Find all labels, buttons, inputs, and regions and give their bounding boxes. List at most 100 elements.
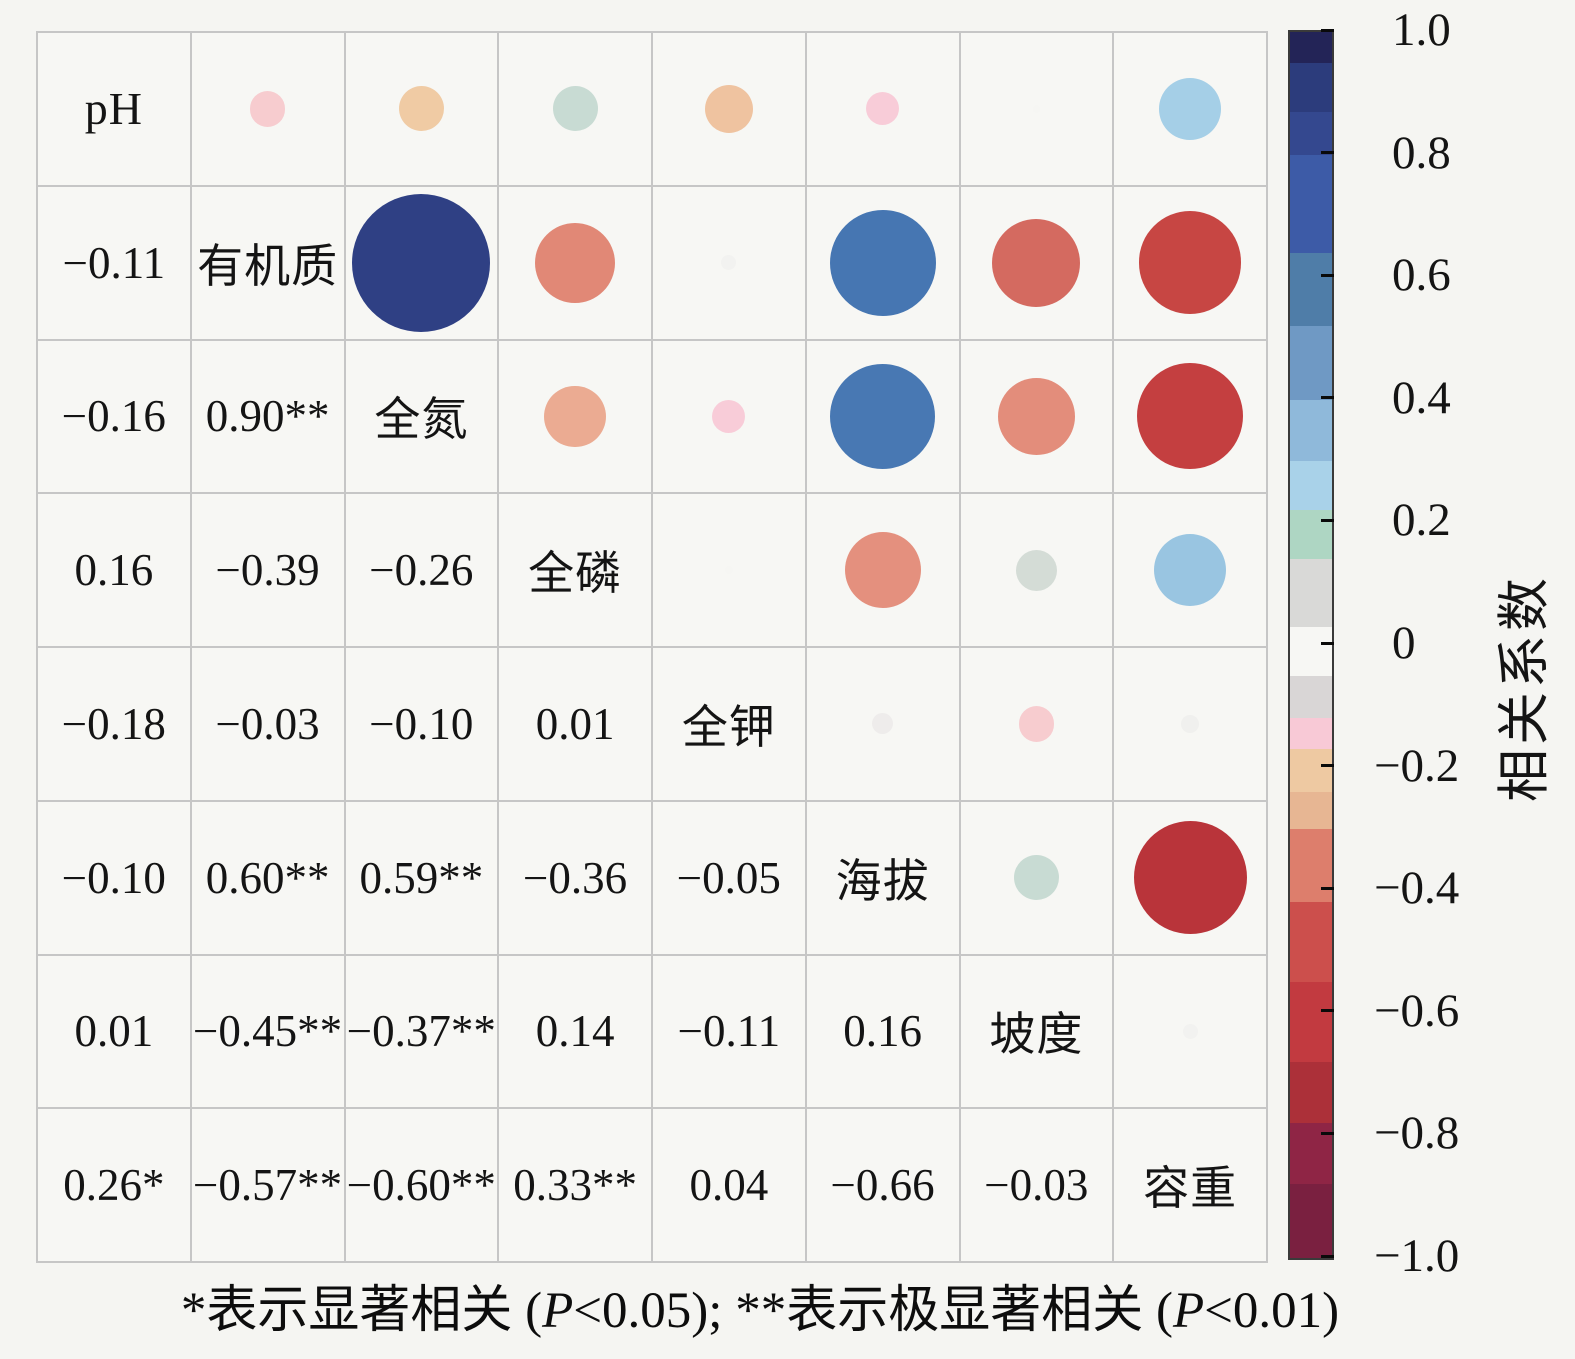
matrix-cell-value: −0.39 [191,494,344,646]
correlation-circle [1154,534,1227,607]
colorbar-band [1290,718,1332,750]
matrix-cell-value: 0.14 [499,955,651,1108]
correlation-circle [352,193,491,332]
correlation-value: 0.16 [843,1006,922,1057]
variable-label: 全磷 [528,548,623,600]
correlation-value: 0.90** [205,391,330,442]
colorbar-tick [1321,151,1334,155]
correlation-value: −0.57** [193,1160,343,1211]
colorbar-tick [1321,518,1334,522]
colorbar-tick [1321,886,1334,890]
variable-label: 有机质 [197,240,339,292]
correlation-value: −0.66 [830,1160,935,1211]
correlation-circle [1013,855,1059,901]
correlation-value: 0.26* [63,1160,165,1211]
correlation-circle [1137,363,1244,470]
correlation-value: −0.11 [677,1006,781,1057]
variable-label: 全钾 [681,701,776,753]
matrix-cell-circle [345,33,498,185]
matrix-cell-circle [960,648,1113,800]
matrix-cell-circle [1114,648,1266,800]
correlation-value: 0.59** [359,852,484,903]
matrix-cell-value: 0.16 [806,955,959,1108]
matrix-cell-circle [499,340,651,493]
correlation-circle [704,84,754,134]
correlation-circle [535,222,616,303]
correlation-value: −0.11 [62,237,166,288]
correlation-value: 0.14 [535,1006,615,1057]
colorbar-tick-label: −0.6 [1374,984,1460,1037]
correlation-circle [552,86,598,132]
correlation-value: −0.03 [215,698,320,749]
colorbar-band [1290,62,1332,112]
colorbar-tick-label: −0.2 [1374,739,1460,792]
footnote-text: <0.05); **表示极显著相关 ( [573,1283,1173,1339]
correlation-circle [1018,706,1054,742]
correlation-circle [544,385,606,448]
footnote-text: <0.01) [1204,1283,1340,1339]
matrix-cell-value: −0.45** [191,955,344,1108]
colorbar-tick [1321,1254,1334,1258]
correlation-circle [997,377,1076,456]
matrix-cell-diagonal: 全氮 [345,340,498,493]
colorbar-tick [1321,764,1334,768]
correlation-value: −0.60** [346,1160,496,1211]
matrix-cell-value: −0.60** [345,1109,498,1261]
matrix-cell-value: −0.05 [653,801,805,954]
footnote-text: *表示显著相关 ( [180,1283,543,1339]
matrix-cell-circle [806,186,959,339]
correlation-circle [721,255,737,271]
correlation-circle [1138,211,1242,314]
matrix-cell-circle [806,494,959,646]
correlation-circle [1133,821,1247,935]
colorbar-band [1290,828,1332,903]
colorbar-tick [1321,273,1334,277]
correlation-value: −0.05 [676,852,781,903]
matrix-cell-value: −0.66 [806,1109,959,1261]
matrix-cell-value: −0.16 [38,340,190,493]
matrix-cell-circle [960,186,1113,339]
matrix-cell-circle [806,648,959,800]
correlation-value: −0.37** [346,1006,496,1057]
matrix-cell-diagonal: 有机质 [191,186,344,339]
matrix-cell-circle [653,494,805,646]
matrix-cell-circle [499,186,651,339]
correlation-circle [250,91,286,127]
correlation-circle [844,532,921,609]
correlation-value: 0.33** [513,1160,637,1211]
colorbar-band [1290,154,1332,253]
correlation-value: 0.60** [205,852,330,903]
matrix-cell-value: −0.10 [345,648,498,800]
matrix-cell-circle [960,33,1113,185]
correlation-value: 0.01 [535,698,615,749]
matrix-cell-circle [345,186,498,339]
correlation-circle [1182,1023,1198,1039]
matrix-cell-value: −0.11 [38,186,190,339]
variable-label: 容重 [1143,1163,1238,1215]
matrix-cell-value: −0.37** [345,955,498,1108]
correlation-circle [725,566,733,574]
matrix-cell-value: −0.03 [960,1109,1113,1261]
matrix-cell-circle [191,33,344,185]
matrix-cell-value: −0.10 [38,801,190,954]
matrix-cell-value: 0.16 [38,494,190,646]
colorbar-tick-label: 0.4 [1392,371,1451,424]
colorbar-band [1290,792,1332,829]
variable-label: pH [84,83,143,135]
correlation-value: −0.10 [61,852,166,903]
matrix-cell-circle [1114,955,1266,1108]
variable-label: 海拔 [835,855,930,907]
colorbar-tick-label: 1.0 [1392,4,1451,56]
colorbar-tick-label: 0.2 [1392,494,1451,547]
correlation-value: 0.01 [74,1006,154,1057]
matrix-cell-value: 0.01 [499,648,651,800]
colorbar-band [1290,982,1332,1062]
correlation-circle [1159,78,1221,140]
matrix-cell-circle [653,33,805,185]
matrix-cell-value: 0.90** [191,340,344,493]
colorbar-tick-label: 0.8 [1392,126,1451,179]
matrix-cell-circle [499,33,651,185]
matrix-cell-diagonal: 容重 [1114,1109,1266,1261]
colorbar-band [1290,626,1332,676]
correlation-circle [1181,714,1200,733]
